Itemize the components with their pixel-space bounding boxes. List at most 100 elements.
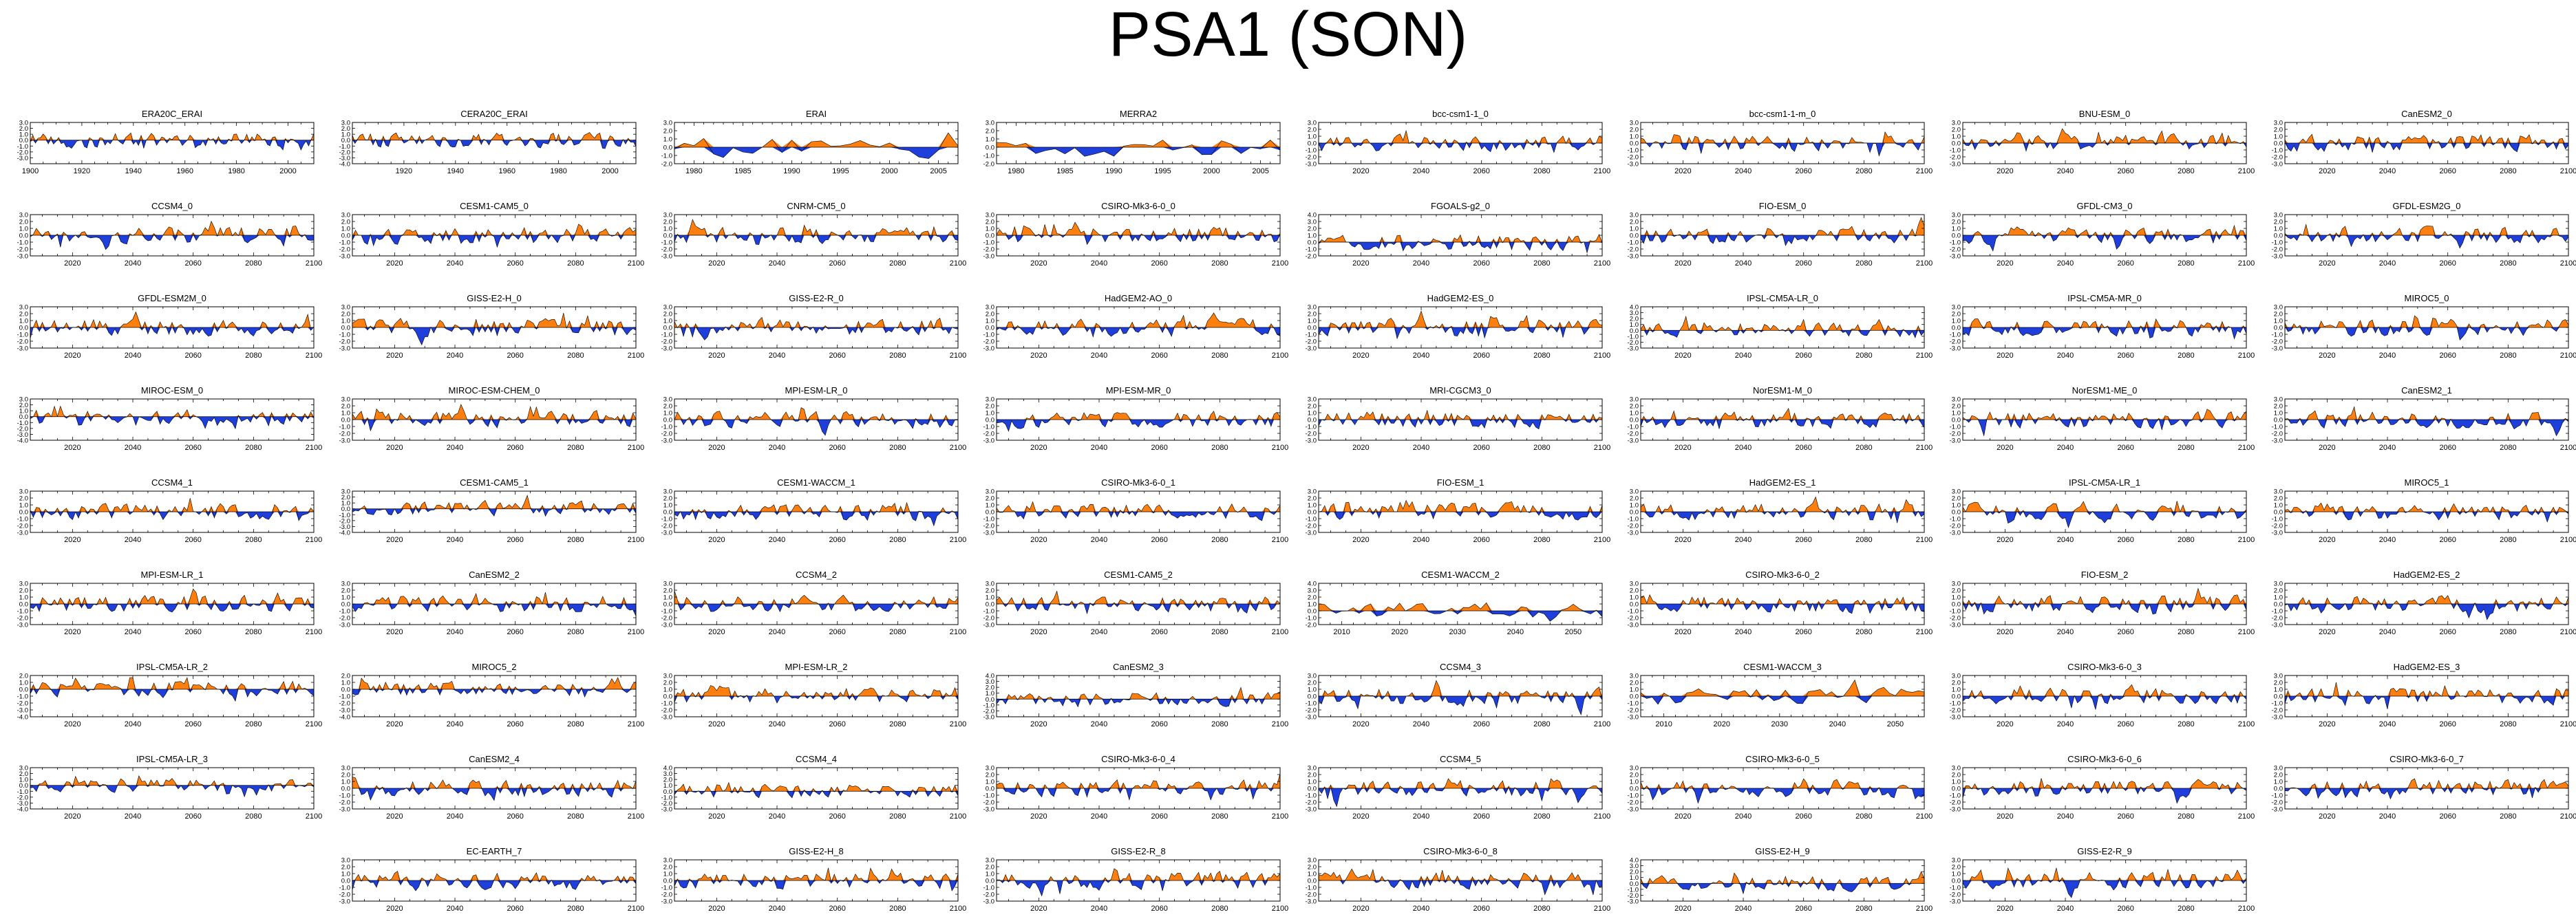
series-line — [352, 592, 637, 616]
panel-GISS-E2-H_9: GISS-E2-H_9-3.0-2.0-1.00.01.02.03.04.020… — [1628, 846, 1933, 913]
plot-frame — [352, 122, 637, 164]
y-tick-label: 1.0 — [663, 594, 672, 602]
y-tick-label: 1.0 — [986, 594, 994, 602]
x-tick-label: 2080 — [889, 628, 906, 636]
series-line — [1318, 409, 1603, 430]
y-tick-label: -1.0 — [1950, 792, 1961, 800]
y-tick-label: -1.0 — [2272, 792, 2283, 800]
series-line — [352, 777, 637, 801]
x-tick-label: 2040 — [1091, 905, 1107, 913]
x-tick-label: 2080 — [1211, 628, 1228, 636]
y-tick-label: 0.0 — [986, 325, 994, 332]
series-line — [996, 312, 1281, 338]
plot-frame — [352, 675, 637, 717]
y-tick-label: -2.0 — [2272, 154, 2283, 162]
panel-HadGEM2-ES_1: HadGEM2-ES_1 -3.0-2.0-1.00.01.02.03.0 2020… — [1628, 477, 1933, 544]
x-tick-label: 2100 — [306, 444, 322, 452]
y-tick-label: -3.0 — [339, 155, 350, 162]
negative-area — [2285, 235, 2568, 248]
y-tick-label: -1.0 — [2272, 700, 2283, 708]
y-tick-label: 3.0 — [1308, 765, 1317, 772]
y-tick-label: 3.0 — [663, 770, 672, 778]
x-tick-label: 2100 — [1594, 812, 1610, 821]
y-tick-label: 3.0 — [986, 212, 994, 219]
negative-area — [1963, 604, 2246, 614]
x-tick-label: 2080 — [1533, 812, 1550, 821]
series-line — [30, 132, 315, 151]
x-tick-label: 2040 — [1091, 352, 1107, 360]
y-tick-label: 1.0 — [1952, 410, 1961, 418]
y-tick-label: -1.0 — [983, 702, 994, 709]
panel-title: NorESM1-M_0 — [1753, 385, 1812, 396]
y-tick-label: 2.0 — [663, 587, 672, 595]
y-tick-label: 1.0 — [986, 502, 994, 510]
y-tick-label: 3.0 — [1630, 863, 1639, 870]
panel-CESM1-CAM5_1: CESM1-CAM5_1 -4.0-3.0-2.0-1.00.01.02.03.0… — [339, 477, 645, 544]
x-tick-label: 2000 — [279, 167, 296, 175]
x-tick-label: 2080 — [567, 905, 584, 913]
y-tick-label: -1.0 — [983, 332, 994, 339]
y-tick-label: -2.0 — [1628, 799, 1639, 807]
x-tick-label: 2020 — [1352, 905, 1369, 913]
x-tick-label: 2080 — [567, 444, 584, 452]
y-tick-label: 2.0 — [1630, 316, 1639, 323]
x-tick-label: 2020 — [64, 444, 81, 452]
x-tick-label: 2040 — [1829, 720, 1846, 728]
x-tick-label: 2080 — [567, 259, 584, 268]
positive-area — [997, 687, 1280, 700]
y-tick-label: -2.0 — [339, 431, 350, 438]
y-tick-label: 2.0 — [341, 494, 350, 501]
panel-MPI-ESM-LR_1: MPI-ESM-LR_1 -3.0-2.0-1.00.01.02.03.0 2020… — [17, 570, 323, 636]
x-tick-label: 1980 — [685, 167, 702, 175]
positive-area — [674, 407, 958, 420]
panel-CSIRO-Mk3-6-0_7: CSIRO-Mk3-6-0_7 -3.0-2.0-1.00.01.02.03.0 2… — [2272, 754, 2576, 821]
x-tick-label: 2060 — [507, 720, 523, 728]
y-tick-label: 2.0 — [986, 587, 994, 595]
y-tick-label: 0.0 — [1952, 233, 1961, 240]
x-tick-label: 2080 — [567, 536, 584, 544]
negative-area — [997, 699, 1280, 707]
y-tick-label: 1.0 — [2274, 410, 2283, 418]
plot-frame — [996, 122, 1281, 164]
y-tick-label: -1.0 — [1306, 246, 1317, 254]
x-tick-label: 2100 — [1272, 905, 1288, 913]
y-tick-label: 3.0 — [341, 857, 350, 865]
negative-area — [1319, 611, 1602, 622]
y-tick-label: -2.0 — [2272, 799, 2283, 807]
negative-area — [352, 140, 636, 149]
y-tick-label: 1.0 — [341, 131, 350, 139]
y-tick-label: -2.0 — [983, 431, 994, 438]
plot-frame — [1318, 583, 1603, 625]
y-tick-label: -1.0 — [983, 608, 994, 616]
y-tick-label: 1.0 — [663, 871, 672, 878]
positive-area — [1319, 603, 1602, 611]
y-tick-label: -3.0 — [1950, 253, 1961, 261]
x-tick-label: 2060 — [2439, 167, 2456, 175]
x-tick-label: 2080 — [245, 720, 262, 728]
panel-title: CCSM4_2 — [796, 570, 837, 580]
panel-title: MRI-CGCM3_0 — [1429, 385, 1491, 396]
positive-area — [30, 312, 314, 327]
y-tick-label: 3.0 — [2274, 396, 2283, 404]
negative-area — [674, 512, 958, 526]
y-tick-label: 3.0 — [986, 396, 994, 404]
y-tick-label: 3.0 — [2274, 304, 2283, 312]
y-tick-label: -1.0 — [983, 885, 994, 892]
x-tick-label: 2040 — [447, 444, 463, 452]
y-tick-label: -1.0 — [17, 239, 28, 247]
x-tick-label: 2020 — [1997, 536, 2013, 544]
y-tick-label: -2.0 — [1628, 707, 1639, 715]
y-tick-label: 1.0 — [1308, 502, 1317, 510]
y-tick-label: 3.0 — [19, 581, 28, 588]
panel-title: CSIRO-Mk3-6-0_6 — [2067, 754, 2142, 764]
series-line — [30, 220, 315, 250]
y-tick-label: -3.0 — [2272, 622, 2283, 629]
x-tick-label: 2080 — [889, 259, 906, 268]
x-tick-label: 2020 — [708, 444, 725, 452]
y-tick-label: 0.0 — [1630, 327, 1639, 335]
x-tick-label: 2040 — [2057, 812, 2074, 821]
y-tick-label: 1.0 — [663, 686, 672, 694]
y-tick-label: 0.0 — [1630, 509, 1639, 517]
y-tick-label: 3.0 — [1952, 765, 1961, 772]
x-tick-label: 2060 — [1473, 905, 1489, 913]
